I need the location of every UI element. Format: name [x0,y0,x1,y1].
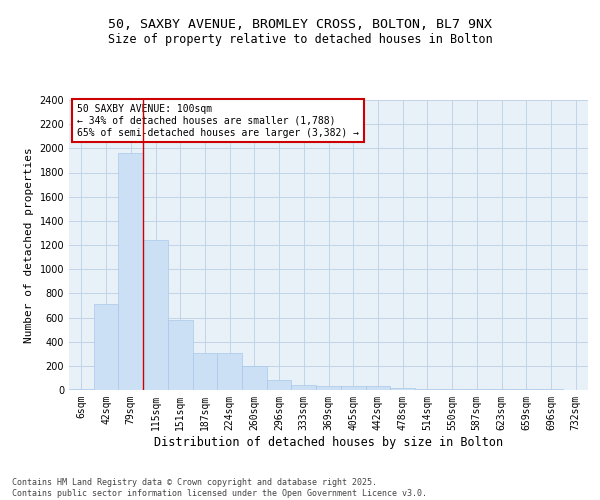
Y-axis label: Number of detached properties: Number of detached properties [24,147,34,343]
Bar [316,386,341,390]
Bar [390,388,415,390]
Bar [69,389,94,390]
Bar [118,153,143,390]
Text: 50, SAXBY AVENUE, BROMLEY CROSS, BOLTON, BL7 9NX: 50, SAXBY AVENUE, BROMLEY CROSS, BOLTON,… [108,18,492,30]
Text: Size of property relative to detached houses in Bolton: Size of property relative to detached ho… [107,32,493,46]
Bar [168,320,193,390]
Bar [489,389,514,390]
Bar [365,386,390,390]
Bar [217,353,242,390]
Bar [242,366,267,390]
Bar [415,389,440,390]
Text: 50 SAXBY AVENUE: 100sqm
← 34% of detached houses are smaller (1,788)
65% of semi: 50 SAXBY AVENUE: 100sqm ← 34% of detache… [77,104,359,138]
Bar [143,240,168,390]
Bar [292,384,316,390]
Bar [193,353,217,390]
Bar [267,380,292,390]
Bar [341,386,365,390]
X-axis label: Distribution of detached houses by size in Bolton: Distribution of detached houses by size … [154,436,503,448]
Bar [94,304,118,390]
Text: Contains HM Land Registry data © Crown copyright and database right 2025.
Contai: Contains HM Land Registry data © Crown c… [12,478,427,498]
